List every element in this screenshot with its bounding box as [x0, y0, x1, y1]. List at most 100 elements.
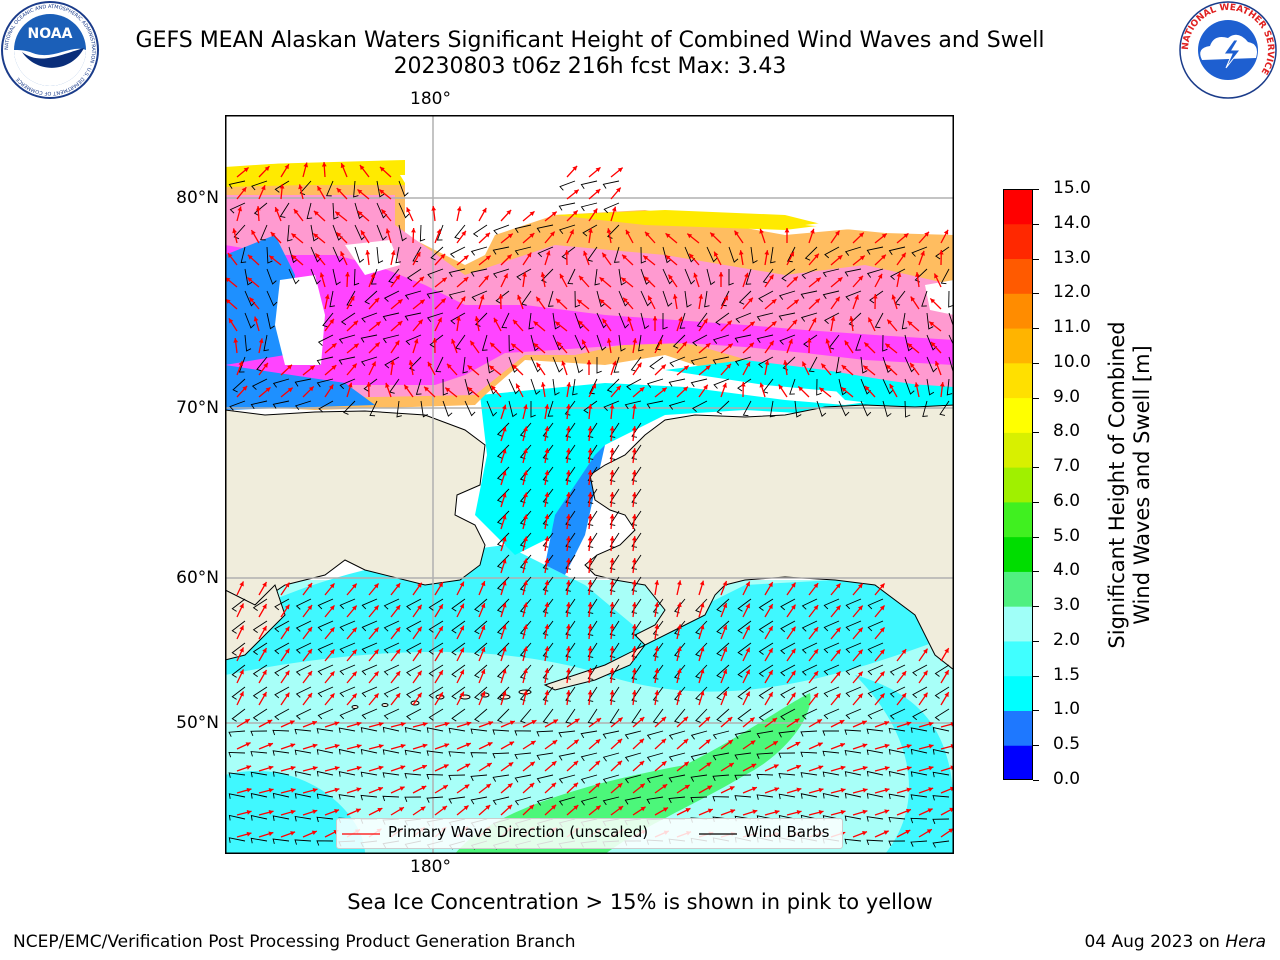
wave-arrow-head: [550, 231, 555, 237]
wave-arrow-head: [654, 668, 660, 673]
wind-barb: [339, 598, 356, 610]
wave-arrow-head: [246, 787, 252, 793]
wind-barb: [712, 334, 730, 344]
wave-arrow-head: [262, 626, 267, 632]
wind-barb: [547, 400, 554, 417]
wind-barb: [495, 290, 510, 304]
wind-barb: [426, 727, 444, 733]
wind-barb: [866, 246, 884, 255]
wind-barb: [652, 642, 664, 658]
wave-arrow-head: [881, 233, 887, 239]
wind-barb: [565, 510, 576, 526]
wind-barb: [250, 837, 268, 844]
wave-arrow-head: [489, 365, 495, 371]
wind-barb: [781, 268, 796, 282]
wave-arrow-head: [818, 810, 824, 815]
wind-barb: [501, 312, 510, 329]
wave-arrow-head: [395, 693, 401, 699]
wave-arrow-head: [722, 581, 728, 587]
wind-barb: [609, 708, 620, 724]
wind-barb: [565, 422, 576, 438]
wind-barb: [888, 793, 906, 800]
wave-arrow-head: [699, 646, 705, 652]
wind-barb: [652, 664, 664, 680]
wind-barb: [888, 727, 906, 734]
wave-arrow-head: [835, 230, 840, 236]
wind-barb: [737, 686, 752, 700]
wind-barb: [228, 772, 246, 778]
wave-arrow-head: [565, 580, 571, 585]
wind-barb: [274, 642, 290, 655]
wave-arrow-head: [375, 321, 381, 327]
wind-barb: [363, 378, 378, 392]
wave-arrow-head: [643, 255, 649, 261]
wind-barb: [948, 334, 954, 348]
wave-arrow-head: [352, 583, 357, 589]
wind-barb: [317, 620, 334, 632]
wave-arrow-head: [289, 720, 295, 725]
wind-barb: [317, 686, 334, 698]
wind-barb: [860, 356, 868, 374]
wind-barb: [716, 686, 730, 701]
wind-barb: [940, 268, 950, 285]
wave-arrow-head: [352, 671, 357, 677]
wind-barb: [587, 664, 598, 680]
wind-barb: [565, 620, 576, 636]
wind-barb: [932, 748, 950, 755]
wave-arrow-head: [357, 211, 363, 216]
wind-barb: [844, 838, 862, 845]
wind-barb: [412, 246, 422, 263]
wave-arrow-head: [773, 764, 779, 769]
wind-barb: [339, 686, 356, 698]
wave-arrow-head: [879, 583, 885, 589]
wind-barb: [266, 268, 277, 285]
wind-barb: [263, 334, 269, 352]
wind-barb: [376, 224, 387, 241]
wind-barb: [233, 224, 246, 240]
wave-arrow-head: [237, 206, 243, 212]
wave-arrow-head: [267, 719, 273, 725]
wave-arrow-head: [749, 321, 755, 327]
wave-arrow-head: [830, 316, 836, 322]
wind-barb: [310, 268, 321, 285]
wind-barb: [426, 773, 444, 780]
wind-barb: [716, 664, 730, 679]
wave-arrow-head: [858, 693, 863, 699]
wave-arrow-head: [706, 762, 712, 767]
wave-arrow-head: [400, 722, 406, 727]
wind-barb: [602, 730, 620, 739]
wind-barb: [316, 749, 334, 755]
wind-barb: [354, 202, 364, 220]
wave-arrow-head: [438, 604, 443, 610]
wind-barb: [596, 334, 607, 351]
wind-barb: [382, 312, 400, 321]
wind-barb: [844, 771, 862, 777]
wind-barb: [250, 400, 268, 409]
wave-arrow-head: [849, 316, 854, 321]
wave-arrow-head: [565, 426, 571, 431]
wind-barb: [866, 728, 884, 735]
wind-barb: [603, 202, 620, 214]
wind-barb: [867, 642, 884, 654]
wind-barb: [252, 598, 268, 612]
wind-barb: [742, 400, 752, 417]
wave-arrow-head: [270, 232, 276, 237]
wind-barb: [565, 488, 576, 504]
wave-arrow-head: [508, 762, 514, 767]
wind-barb: [756, 752, 774, 759]
wave-arrow-head: [910, 362, 915, 368]
wind-barb: [294, 770, 312, 777]
wave-arrow-head: [544, 646, 550, 651]
wave-arrow-head: [269, 255, 275, 261]
wave-arrow-head: [569, 229, 574, 235]
wave-arrow-head: [840, 788, 846, 793]
wave-arrow-head: [699, 580, 705, 586]
wind-barb: [756, 730, 774, 739]
wind-barb: [835, 356, 842, 374]
wave-arrow-head: [905, 829, 911, 835]
wave-arrow-head: [509, 720, 515, 726]
wind-barb: [383, 664, 400, 676]
wave-arrow-head: [565, 646, 571, 651]
wind-barb: [361, 708, 378, 720]
wave-arrow-head: [374, 342, 380, 348]
